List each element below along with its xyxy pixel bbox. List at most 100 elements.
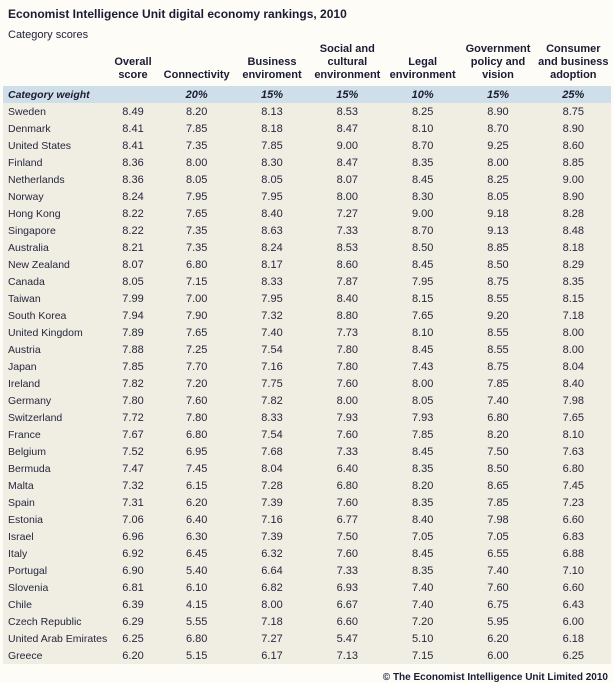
- score-cell: 8.70: [460, 120, 536, 137]
- country-cell: United Kingdom: [3, 324, 107, 341]
- weight-cell: 15%: [460, 86, 536, 103]
- score-cell: 7.98: [460, 511, 536, 528]
- country-cell: Sweden: [3, 103, 107, 120]
- table-row: Austria 7.88 7.25 7.54 7.80 8.45 8.55 8.00: [3, 341, 611, 358]
- score-cell: 7.40: [384, 596, 461, 613]
- score-cell: 6.29: [107, 613, 159, 630]
- score-cell: 6.00: [535, 613, 611, 630]
- score-cell: 6.39: [107, 596, 159, 613]
- score-cell: 7.10: [535, 562, 611, 579]
- score-cell: 8.04: [234, 460, 310, 477]
- country-cell: New Zealand: [3, 256, 107, 273]
- score-cell: 7.32: [107, 477, 159, 494]
- score-cell: 7.27: [309, 205, 385, 222]
- score-cell: 7.88: [107, 341, 159, 358]
- score-cell: 8.47: [309, 154, 385, 171]
- score-cell: 6.96: [107, 528, 159, 545]
- score-cell: 8.75: [460, 358, 536, 375]
- score-cell: 8.90: [535, 188, 611, 205]
- table-row: Belgium 7.52 6.95 7.68 7.33 8.45 7.50 7.63: [3, 443, 611, 460]
- score-cell: 8.24: [234, 239, 310, 256]
- country-cell: Israel: [3, 528, 107, 545]
- score-cell: 6.82: [234, 579, 310, 596]
- score-cell: 8.36: [107, 171, 159, 188]
- country-cell: Japan: [3, 358, 107, 375]
- score-cell: 9.00: [535, 171, 611, 188]
- score-cell: 6.25: [535, 647, 611, 664]
- score-cell: 7.85: [234, 137, 310, 154]
- score-cell: 8.22: [107, 222, 159, 239]
- score-cell: 7.18: [234, 613, 310, 630]
- score-cell: 8.45: [384, 171, 461, 188]
- score-cell: 7.40: [460, 392, 536, 409]
- score-cell: 8.60: [309, 256, 385, 273]
- score-cell: 8.25: [460, 171, 536, 188]
- score-cell: 8.05: [159, 171, 235, 188]
- page-title: Economist Intelligence Unit digital econ…: [8, 7, 347, 21]
- score-cell: 7.13: [309, 647, 385, 664]
- score-cell: 6.60: [535, 579, 611, 596]
- score-cell: 7.35: [159, 222, 235, 239]
- country-cell: France: [3, 426, 107, 443]
- score-cell: 7.89: [107, 324, 159, 341]
- score-cell: 7.15: [159, 273, 235, 290]
- country-cell: South Korea: [3, 307, 107, 324]
- header-row: Overall score Connectivity Business enviro…: [3, 43, 611, 86]
- score-cell: 8.80: [309, 307, 385, 324]
- score-cell: 7.93: [309, 409, 385, 426]
- score-cell: 8.20: [384, 477, 461, 494]
- score-cell: 8.13: [234, 103, 310, 120]
- country-column-header: [3, 43, 107, 86]
- score-cell: 7.72: [107, 409, 159, 426]
- score-cell: 7.94: [107, 307, 159, 324]
- score-cell: 8.36: [107, 154, 159, 171]
- country-cell: Denmark: [3, 120, 107, 137]
- table-row: Sweden 8.49 8.20 8.13 8.53 8.25 8.90 8.75: [3, 103, 611, 120]
- score-cell: 8.33: [234, 273, 310, 290]
- score-cell: 7.45: [159, 460, 235, 477]
- score-cell: 7.20: [159, 375, 235, 392]
- country-cell: Switzerland: [3, 409, 107, 426]
- score-cell: 8.20: [159, 103, 235, 120]
- score-cell: 8.63: [234, 222, 310, 239]
- table-row: Greece 6.20 5.15 6.17 7.13 7.15 6.00 6.25: [3, 647, 611, 664]
- score-cell: 7.40: [234, 324, 310, 341]
- score-cell: 7.54: [234, 426, 310, 443]
- score-cell: 7.93: [384, 409, 461, 426]
- score-cell: 8.25: [384, 103, 461, 120]
- category-weight-label: Category weight: [3, 86, 107, 103]
- category-weight-row: Category weight 20% 15% 15% 10% 15% 25%: [3, 86, 611, 103]
- score-cell: 6.20: [107, 647, 159, 664]
- score-cell: 7.60: [309, 545, 385, 562]
- score-cell: 7.60: [309, 426, 385, 443]
- score-cell: 6.80: [309, 477, 385, 494]
- score-cell: 8.40: [384, 511, 461, 528]
- country-cell: Chile: [3, 596, 107, 613]
- score-cell: 8.05: [460, 188, 536, 205]
- score-cell: 7.98: [535, 392, 611, 409]
- score-cell: 6.55: [460, 545, 536, 562]
- table-row: Hong Kong 8.22 7.65 8.40 7.27 9.00 9.18 8.28: [3, 205, 611, 222]
- score-cell: 7.87: [309, 273, 385, 290]
- score-cell: 7.33: [309, 443, 385, 460]
- table-row: Denmark 8.41 7.85 8.18 8.47 8.10 8.70 8.90: [3, 120, 611, 137]
- score-cell: 8.85: [460, 239, 536, 256]
- score-cell: 8.30: [234, 154, 310, 171]
- table-row: Taiwan 7.99 7.00 7.95 8.40 8.15 8.55 8.15: [3, 290, 611, 307]
- score-cell: 6.45: [159, 545, 235, 562]
- score-cell: 9.20: [460, 307, 536, 324]
- table-row: Singapore 8.22 7.35 8.63 7.33 8.70 9.13 8.48: [3, 222, 611, 239]
- score-cell: 8.40: [535, 375, 611, 392]
- table-row: United Arab Emirates 6.25 6.80 7.27 5.47 5.10…: [3, 630, 611, 647]
- table-row: Estonia 7.06 6.40 7.16 6.77 8.40 7.98 6.60: [3, 511, 611, 528]
- score-cell: 7.85: [159, 120, 235, 137]
- score-cell: 7.67: [107, 426, 159, 443]
- score-cell: 8.00: [309, 188, 385, 205]
- score-cell: 8.35: [384, 494, 461, 511]
- score-cell: 6.17: [234, 647, 310, 664]
- score-cell: 7.28: [234, 477, 310, 494]
- table-row: Ireland 7.82 7.20 7.75 7.60 8.00 7.85 8.40: [3, 375, 611, 392]
- score-cell: 7.43: [384, 358, 461, 375]
- score-cell: 7.85: [460, 494, 536, 511]
- score-cell: 7.40: [460, 562, 536, 579]
